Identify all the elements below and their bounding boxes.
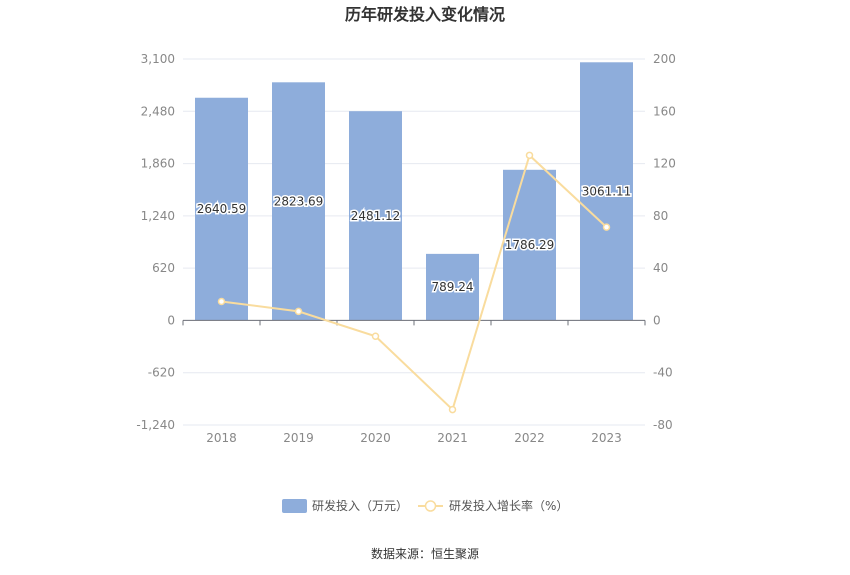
x-tick-label: 2018 bbox=[206, 431, 237, 445]
x-tick-label: 2022 bbox=[514, 431, 545, 445]
bar-series bbox=[183, 62, 645, 321]
bar-value-label: 3061.11 bbox=[582, 184, 632, 198]
x-tick-label: 2021 bbox=[437, 431, 468, 445]
bar-2023[interactable] bbox=[580, 62, 633, 321]
y-left-tick-label: -620 bbox=[148, 366, 175, 380]
x-tick-label: 2019 bbox=[283, 431, 314, 445]
y-axis-right: 200 160 120 80 40 0 -40 -80 bbox=[653, 52, 676, 432]
bar-value-label: 2481.12 bbox=[351, 209, 401, 223]
legend-bar-swatch bbox=[282, 499, 307, 513]
bar-value-label: 789.24 bbox=[432, 280, 474, 294]
y-axis-left: 3,100 2,480 1,860 1,240 620 0 -620 -1,240 bbox=[136, 52, 175, 432]
y-right-tick-label: 160 bbox=[653, 104, 676, 118]
line-series bbox=[217, 151, 611, 414]
legend-item-bar[interactable]: 研发投入（万元） bbox=[282, 498, 408, 513]
bar-value-label: 1786.29 bbox=[505, 238, 555, 252]
growth-rate-point-2018[interactable] bbox=[217, 297, 226, 306]
growth-rate-point-2023[interactable] bbox=[602, 223, 611, 231]
data-source: 数据来源：恒生聚源 bbox=[371, 546, 479, 561]
data-labels: 2640.59 2823.69 2481.12 789.24 1786.29 3061.1… bbox=[195, 183, 633, 296]
legend-line-label: 研发投入增长率（%） bbox=[449, 498, 568, 513]
legend-item-line[interactable]: 研发投入增长率（%） bbox=[418, 498, 568, 513]
growth-rate-point-2020[interactable] bbox=[371, 332, 380, 340]
y-left-tick-label: 2,480 bbox=[141, 104, 175, 118]
legend-bar-label: 研发投入（万元） bbox=[312, 498, 408, 513]
y-right-tick-label: 40 bbox=[653, 261, 668, 275]
bar-2020[interactable] bbox=[349, 111, 402, 321]
y-right-tick-label: 120 bbox=[653, 157, 676, 171]
bar-2019[interactable] bbox=[272, 82, 325, 321]
chart-title: 历年研发投入变化情况 bbox=[345, 5, 505, 24]
x-axis: 2018 2019 2020 2021 2022 2023 bbox=[182, 320, 646, 445]
bar-value-label: 2640.59 bbox=[197, 202, 247, 216]
bar-2021[interactable] bbox=[426, 253, 479, 321]
y-left-tick-label: 1,860 bbox=[141, 157, 175, 171]
bar-2018[interactable] bbox=[195, 97, 248, 321]
bar-value-label: 2823.69 bbox=[274, 194, 324, 208]
growth-rate-point-2022[interactable] bbox=[525, 151, 534, 160]
y-right-tick-label: -80 bbox=[653, 418, 673, 432]
growth-rate-point-2019[interactable] bbox=[294, 307, 303, 316]
y-right-tick-label: -40 bbox=[653, 366, 673, 380]
y-right-tick-label: 200 bbox=[653, 52, 676, 66]
y-right-tick-label: 0 bbox=[653, 313, 661, 327]
y-left-tick-label: 1,240 bbox=[141, 209, 175, 223]
y-left-tick-label: 620 bbox=[152, 261, 175, 275]
growth-rate-point-2021[interactable] bbox=[448, 405, 457, 414]
grid-lines bbox=[183, 58, 645, 426]
x-tick-label: 2023 bbox=[591, 431, 622, 445]
y-left-tick-label: 0 bbox=[167, 313, 175, 327]
legend: 研发投入（万元） 研发投入增长率（%） bbox=[282, 498, 568, 513]
growth-rate-line bbox=[221, 153, 608, 412]
y-left-tick-label: -1,240 bbox=[136, 418, 175, 432]
y-right-tick-label: 80 bbox=[653, 209, 668, 223]
bar-2022[interactable] bbox=[503, 169, 556, 321]
y-left-tick-label: 3,100 bbox=[141, 52, 175, 66]
legend-line-marker bbox=[424, 500, 437, 512]
x-tick-label: 2020 bbox=[360, 431, 391, 445]
